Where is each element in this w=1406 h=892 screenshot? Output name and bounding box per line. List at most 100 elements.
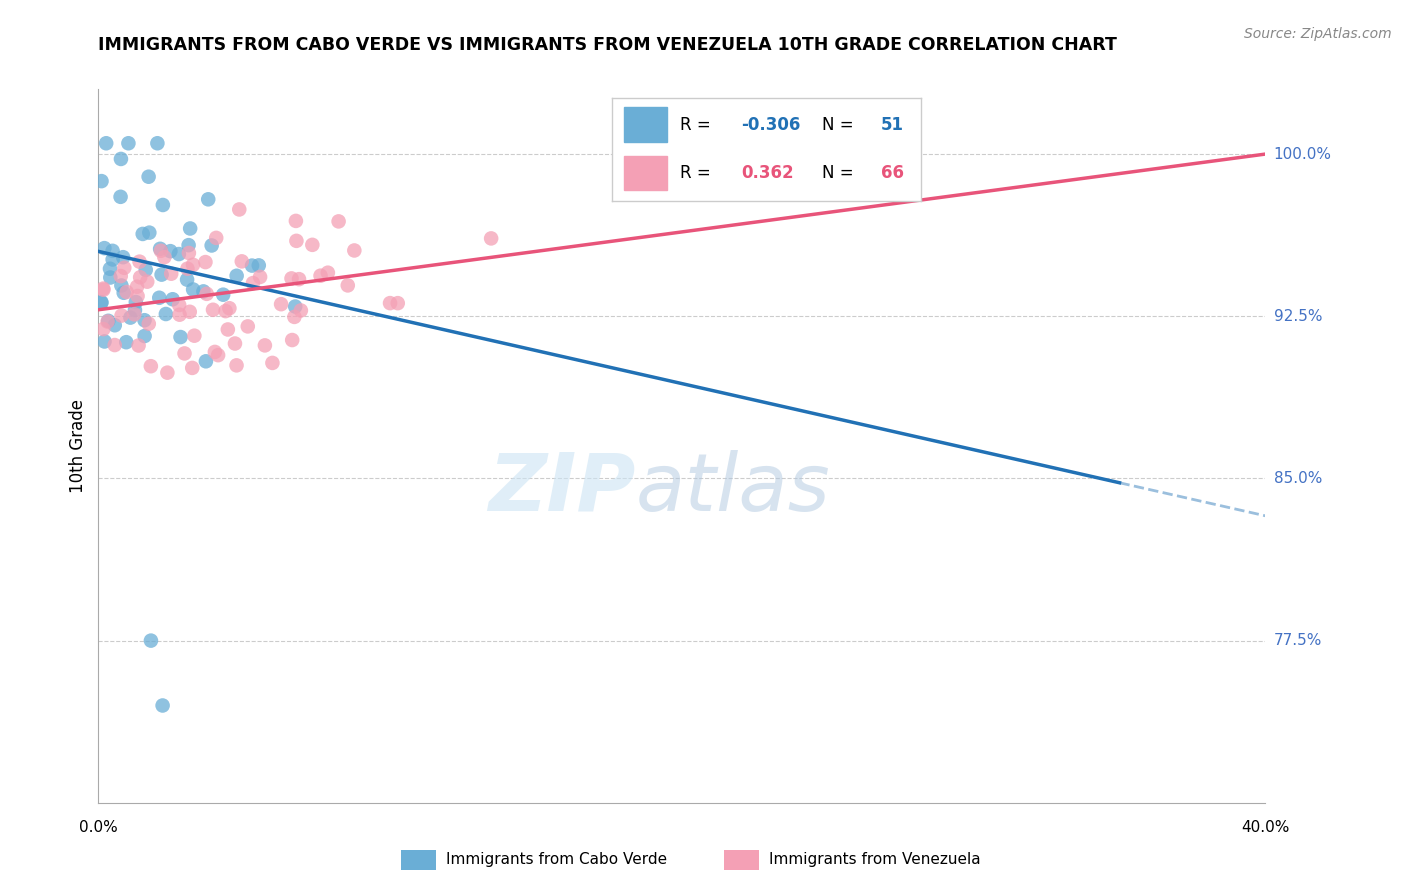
Point	[262, 356, 284, 370]
Point	[280, 271, 302, 285]
Point	[120, 310, 142, 325]
Point	[112, 285, 135, 300]
Point	[270, 297, 292, 311]
Point	[97, 314, 120, 328]
Point	[128, 338, 150, 352]
Point	[101, 244, 124, 258]
Point	[162, 292, 184, 306]
Text: 0.0%: 0.0%	[79, 820, 118, 835]
Text: 85.0%: 85.0%	[1274, 471, 1322, 486]
Point	[128, 254, 150, 268]
Point	[169, 308, 191, 322]
Point	[247, 259, 270, 273]
Point	[197, 192, 219, 206]
Point	[112, 250, 135, 264]
Point	[110, 278, 132, 293]
Point	[285, 234, 308, 248]
Point	[207, 348, 229, 362]
Point	[159, 244, 181, 259]
Point	[112, 260, 135, 275]
Bar	[624, 107, 668, 142]
Text: R =: R =	[679, 116, 716, 134]
Text: Immigrants from Cabo Verde: Immigrants from Cabo Verde	[446, 853, 666, 867]
Point	[98, 261, 121, 276]
Point	[177, 238, 200, 252]
Point	[149, 244, 172, 258]
Point	[249, 269, 271, 284]
Point	[93, 334, 115, 349]
Point	[110, 152, 132, 166]
Point	[181, 258, 204, 272]
Point	[167, 247, 190, 261]
Point	[110, 309, 132, 323]
Point	[179, 305, 201, 319]
Point	[316, 266, 339, 280]
Point	[117, 136, 139, 151]
Point	[90, 174, 112, 188]
Point	[193, 285, 215, 299]
Point	[183, 328, 205, 343]
Point	[97, 314, 120, 328]
Point	[98, 270, 121, 285]
Point	[96, 136, 118, 151]
Point	[115, 335, 138, 350]
Point	[132, 227, 155, 241]
Text: -0.306: -0.306	[741, 116, 801, 134]
Point	[228, 202, 250, 217]
Point	[281, 333, 304, 347]
Point	[91, 282, 114, 296]
Point	[343, 244, 366, 258]
Point	[148, 291, 170, 305]
Point	[153, 250, 176, 264]
Text: N =: N =	[823, 164, 859, 182]
Point	[139, 359, 162, 374]
Point	[218, 301, 240, 316]
Point	[253, 338, 276, 352]
Point	[138, 226, 160, 240]
Point	[378, 296, 401, 310]
Point	[160, 267, 183, 281]
Text: 66: 66	[880, 164, 904, 182]
Point	[167, 298, 190, 312]
Point	[124, 307, 146, 321]
Text: Source: ZipAtlas.com: Source: ZipAtlas.com	[1244, 27, 1392, 41]
Text: IMMIGRANTS FROM CABO VERDE VS IMMIGRANTS FROM VENEZUELA 10TH GRADE CORRELATION C: IMMIGRANTS FROM CABO VERDE VS IMMIGRANTS…	[98, 36, 1118, 54]
Point	[127, 289, 149, 303]
Point	[138, 317, 160, 331]
Point	[242, 276, 264, 290]
Text: 0.362: 0.362	[741, 164, 794, 182]
Point	[93, 283, 115, 297]
Point	[150, 268, 173, 282]
Point	[176, 261, 198, 276]
Point	[217, 322, 239, 336]
Point	[290, 303, 312, 318]
Point	[328, 214, 350, 228]
Text: ZIP: ZIP	[488, 450, 636, 528]
Point	[110, 269, 132, 284]
Point	[288, 272, 311, 286]
Point	[152, 698, 174, 713]
Point	[179, 221, 201, 235]
Point	[155, 307, 177, 321]
Point	[115, 285, 138, 299]
Point	[149, 242, 172, 256]
Point	[177, 246, 200, 260]
Point	[336, 278, 359, 293]
Point	[135, 262, 157, 277]
Text: 40.0%: 40.0%	[1241, 820, 1289, 835]
Text: R =: R =	[679, 164, 721, 182]
Point	[181, 360, 204, 375]
Y-axis label: 10th Grade: 10th Grade	[69, 399, 87, 493]
Point	[194, 354, 217, 368]
Point	[225, 359, 247, 373]
Point	[284, 214, 307, 228]
Point	[110, 190, 132, 204]
Point	[93, 241, 115, 255]
Point	[139, 633, 162, 648]
Point	[125, 295, 148, 310]
Point	[195, 286, 218, 301]
Point	[125, 279, 148, 293]
Text: 51: 51	[880, 116, 904, 134]
Point	[212, 287, 235, 301]
Point	[156, 366, 179, 380]
